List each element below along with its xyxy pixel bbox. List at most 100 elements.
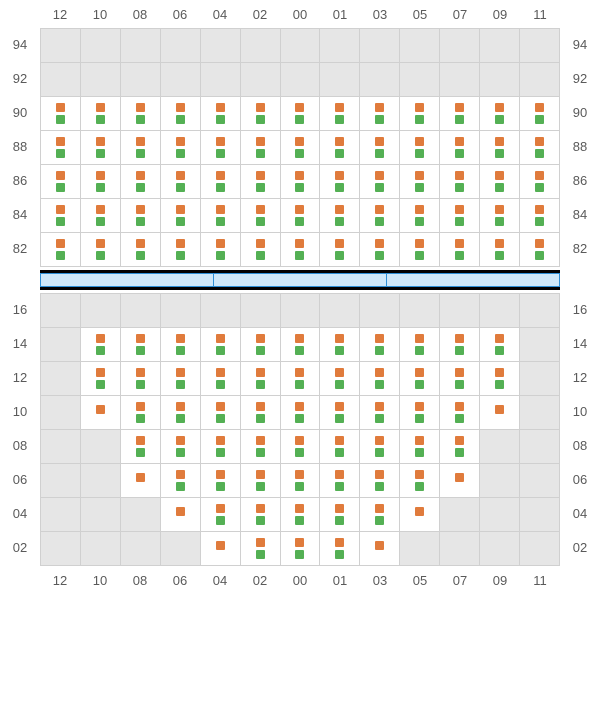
seat-cell[interactable] bbox=[440, 131, 480, 165]
seat-cell[interactable] bbox=[281, 165, 321, 199]
seat-cell[interactable] bbox=[161, 498, 201, 532]
seat-cell[interactable] bbox=[41, 233, 81, 267]
seat-cell[interactable] bbox=[480, 328, 520, 362]
seat-cell[interactable] bbox=[360, 396, 400, 430]
seat-cell[interactable] bbox=[41, 165, 81, 199]
seat-cell[interactable] bbox=[440, 165, 480, 199]
seat-cell[interactable] bbox=[440, 362, 480, 396]
seat-cell[interactable] bbox=[121, 97, 161, 131]
seat-cell[interactable] bbox=[520, 233, 560, 267]
seat-cell[interactable] bbox=[360, 131, 400, 165]
seat-cell[interactable] bbox=[81, 396, 121, 430]
seat-cell[interactable] bbox=[281, 199, 321, 233]
seat-cell[interactable] bbox=[360, 464, 400, 498]
seat-cell[interactable] bbox=[41, 131, 81, 165]
seat-cell[interactable] bbox=[161, 362, 201, 396]
seat-cell[interactable] bbox=[440, 464, 480, 498]
seat-cell[interactable] bbox=[281, 430, 321, 464]
seat-cell[interactable] bbox=[400, 328, 440, 362]
seat-cell[interactable] bbox=[241, 396, 281, 430]
seat-cell[interactable] bbox=[440, 97, 480, 131]
seat-cell[interactable] bbox=[241, 97, 281, 131]
seat-cell[interactable] bbox=[161, 396, 201, 430]
seat-cell[interactable] bbox=[360, 233, 400, 267]
seat-cell[interactable] bbox=[360, 199, 400, 233]
seat-cell[interactable] bbox=[241, 199, 281, 233]
seat-cell[interactable] bbox=[281, 97, 321, 131]
seat-cell[interactable] bbox=[201, 199, 241, 233]
seat-cell[interactable] bbox=[440, 430, 480, 464]
seat-cell[interactable] bbox=[161, 328, 201, 362]
seat-cell[interactable] bbox=[281, 498, 321, 532]
seat-cell[interactable] bbox=[400, 97, 440, 131]
seat-cell[interactable] bbox=[201, 532, 241, 566]
seat-cell[interactable] bbox=[400, 131, 440, 165]
seat-cell[interactable] bbox=[201, 498, 241, 532]
seat-cell[interactable] bbox=[400, 498, 440, 532]
seat-cell[interactable] bbox=[400, 362, 440, 396]
seat-cell[interactable] bbox=[400, 464, 440, 498]
seat-cell[interactable] bbox=[121, 165, 161, 199]
seat-cell[interactable] bbox=[241, 498, 281, 532]
seat-cell[interactable] bbox=[480, 97, 520, 131]
seat-cell[interactable] bbox=[121, 396, 161, 430]
seat-cell[interactable] bbox=[281, 362, 321, 396]
seat-cell[interactable] bbox=[360, 328, 400, 362]
seat-cell[interactable] bbox=[400, 430, 440, 464]
seat-cell[interactable] bbox=[201, 233, 241, 267]
seat-cell[interactable] bbox=[241, 362, 281, 396]
seat-cell[interactable] bbox=[121, 328, 161, 362]
seat-cell[interactable] bbox=[161, 464, 201, 498]
seat-cell[interactable] bbox=[360, 165, 400, 199]
seat-cell[interactable] bbox=[121, 362, 161, 396]
seat-cell[interactable] bbox=[480, 131, 520, 165]
seat-cell[interactable] bbox=[320, 165, 360, 199]
seat-cell[interactable] bbox=[320, 362, 360, 396]
seat-cell[interactable] bbox=[440, 233, 480, 267]
seat-cell[interactable] bbox=[360, 498, 400, 532]
seat-cell[interactable] bbox=[81, 199, 121, 233]
seat-cell[interactable] bbox=[480, 396, 520, 430]
seat-cell[interactable] bbox=[320, 131, 360, 165]
seat-cell[interactable] bbox=[41, 97, 81, 131]
seat-cell[interactable] bbox=[81, 131, 121, 165]
seat-cell[interactable] bbox=[201, 464, 241, 498]
seat-cell[interactable] bbox=[400, 165, 440, 199]
seat-cell[interactable] bbox=[161, 199, 201, 233]
seat-cell[interactable] bbox=[320, 199, 360, 233]
seat-cell[interactable] bbox=[241, 532, 281, 566]
seat-cell[interactable] bbox=[121, 233, 161, 267]
seat-cell[interactable] bbox=[320, 97, 360, 131]
seat-cell[interactable] bbox=[121, 131, 161, 165]
seat-cell[interactable] bbox=[320, 464, 360, 498]
seat-cell[interactable] bbox=[400, 233, 440, 267]
seat-cell[interactable] bbox=[121, 199, 161, 233]
seat-cell[interactable] bbox=[281, 131, 321, 165]
seat-cell[interactable] bbox=[281, 396, 321, 430]
seat-cell[interactable] bbox=[121, 430, 161, 464]
seat-cell[interactable] bbox=[201, 131, 241, 165]
seat-cell[interactable] bbox=[241, 464, 281, 498]
seat-cell[interactable] bbox=[320, 532, 360, 566]
seat-cell[interactable] bbox=[320, 328, 360, 362]
seat-cell[interactable] bbox=[281, 233, 321, 267]
seat-cell[interactable] bbox=[480, 199, 520, 233]
seat-cell[interactable] bbox=[520, 131, 560, 165]
seat-cell[interactable] bbox=[440, 328, 480, 362]
seat-cell[interactable] bbox=[440, 199, 480, 233]
seat-cell[interactable] bbox=[360, 362, 400, 396]
seat-cell[interactable] bbox=[241, 328, 281, 362]
seat-cell[interactable] bbox=[400, 396, 440, 430]
seat-cell[interactable] bbox=[41, 199, 81, 233]
seat-cell[interactable] bbox=[440, 396, 480, 430]
seat-cell[interactable] bbox=[241, 430, 281, 464]
seat-cell[interactable] bbox=[121, 464, 161, 498]
seat-cell[interactable] bbox=[161, 430, 201, 464]
seat-cell[interactable] bbox=[281, 328, 321, 362]
seat-cell[interactable] bbox=[360, 97, 400, 131]
seat-cell[interactable] bbox=[400, 199, 440, 233]
seat-cell[interactable] bbox=[81, 328, 121, 362]
seat-cell[interactable] bbox=[320, 396, 360, 430]
seat-cell[interactable] bbox=[360, 430, 400, 464]
seat-cell[interactable] bbox=[161, 131, 201, 165]
